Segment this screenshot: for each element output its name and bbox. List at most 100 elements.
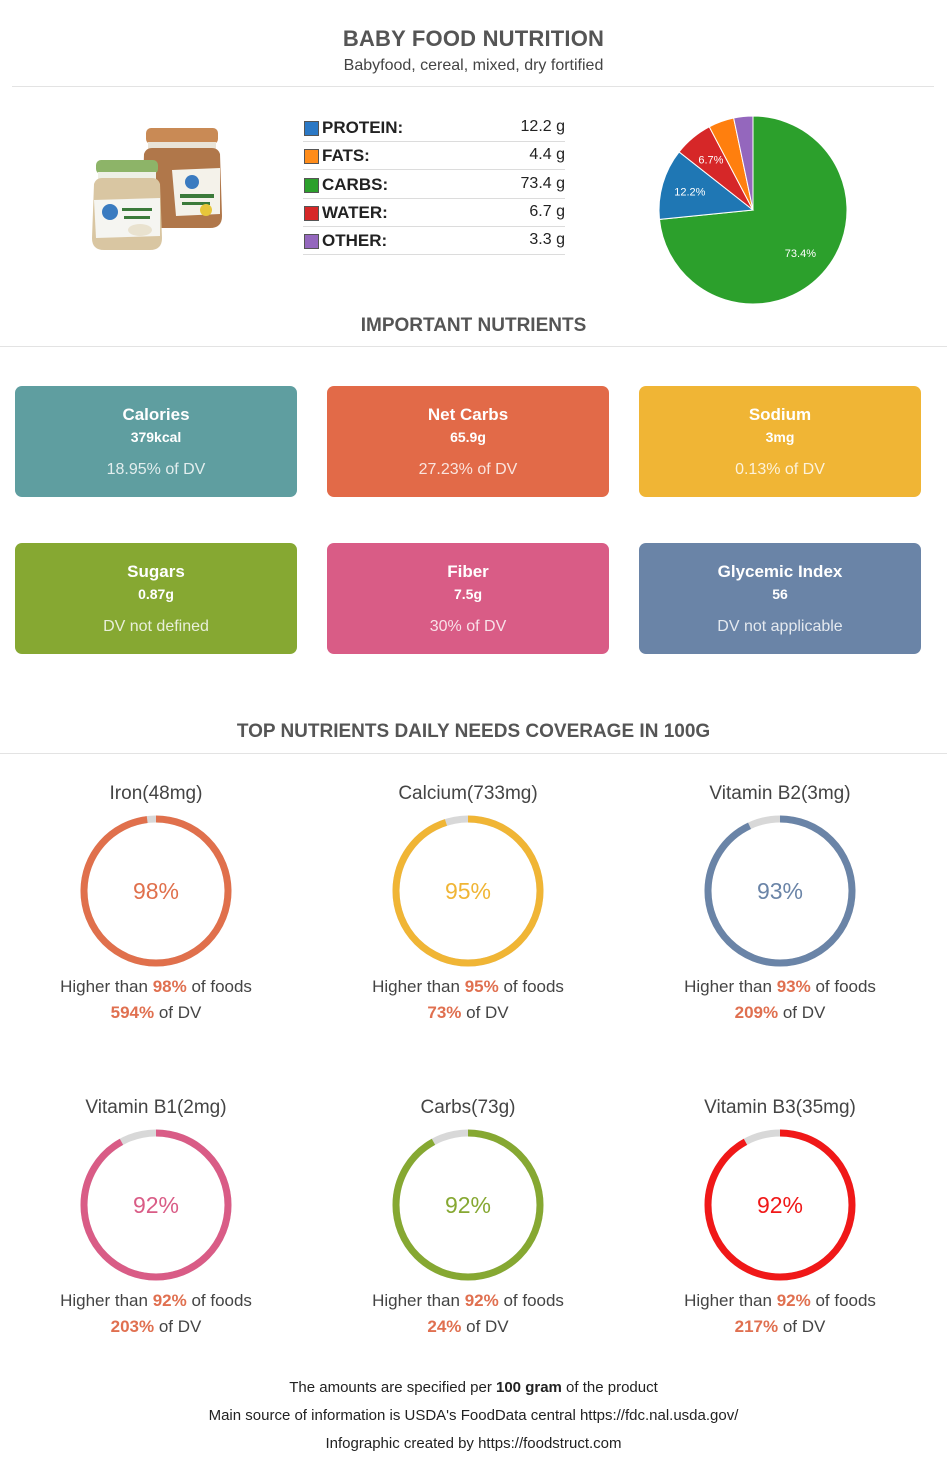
higher-suffix: of foods	[810, 1291, 876, 1310]
macro-label: PROTEIN:	[322, 118, 404, 137]
higher-prefix: Higher than	[372, 1291, 465, 1310]
coverage-item: Vitamin B3(35mg) 92% Higher than 92% of fo…	[624, 1097, 936, 1337]
ring-percent-label: 95%	[445, 878, 491, 904]
macro-row: WATER: 6.7 g	[303, 199, 565, 227]
higher-suffix: of foods	[186, 1291, 252, 1310]
higher-than-foods: Higher than 92% of foods	[312, 1291, 624, 1311]
baby-food-jars-image	[92, 128, 222, 250]
ring-percent-label: 98%	[133, 878, 179, 904]
macro-pie-chart: 73.4% 12.2% 6.7%	[658, 115, 848, 305]
footer-amount-prefix: The amounts are specified per	[289, 1379, 496, 1396]
macro-color-swatch	[304, 177, 319, 193]
macro-row: FATS: 4.4 g	[303, 142, 565, 171]
macro-row: CARBS: 73.4 g	[303, 171, 565, 199]
coverage-nutrient-name: Vitamin B3(35mg)	[704, 1097, 856, 1118]
footer-amount-note: The amounts are specified per 100 gram o…	[0, 1379, 947, 1396]
higher-than-foods: Higher than 93% of foods	[624, 977, 936, 997]
macro-row: PROTEIN: 12.2 g	[303, 114, 565, 142]
macro-value: 3.3 g	[529, 231, 565, 249]
card-name: Sodium	[748, 405, 812, 424]
ring-progress	[704, 1129, 856, 1281]
macro-color-swatch	[304, 234, 319, 250]
card-name: Net Carbs	[427, 405, 509, 424]
page-subtitle: Babyfood, cereal, mixed, dry fortified	[343, 57, 604, 74]
higher-prefix: Higher than	[372, 977, 465, 996]
page-title: BABY FOOD NUTRITION	[342, 26, 605, 51]
ring-progress	[80, 1129, 232, 1281]
coverage-divider	[0, 753, 947, 754]
ring-progress	[704, 815, 856, 967]
card-name: Fiber	[447, 562, 489, 581]
dv-suffix: of DV	[778, 1003, 826, 1022]
pie-label-carbs: 73.4%	[785, 248, 816, 260]
macro-color-swatch	[304, 121, 319, 136]
card-name: Sugars	[127, 562, 185, 581]
macro-label: CARBS:	[322, 174, 389, 194]
coverage-item: Calcium(733mg) 95% Higher than 95% of food…	[312, 783, 624, 1023]
dv-percent: 24%	[427, 1317, 462, 1336]
ring-progress	[392, 815, 544, 967]
percent-of-dv: 24% of DV	[312, 1317, 624, 1337]
pie-label-water: 6.7%	[698, 154, 723, 166]
ring-progress	[392, 1129, 544, 1281]
card-name: Calories	[122, 405, 190, 424]
nutrient-card-net-carbs: Net Carbs 65.9g 27.23% of DV	[327, 386, 609, 497]
footer-amount-suffix: of the product	[561, 1379, 658, 1396]
dv-suffix: of DV	[461, 1003, 509, 1022]
coverage-ring: 92%	[392, 1129, 544, 1281]
coverage-ring: 92%	[80, 1129, 232, 1281]
higher-than-foods: Higher than 95% of foods	[312, 977, 624, 997]
dv-suffix: of DV	[461, 1317, 509, 1336]
coverage-ring: 93%	[704, 815, 856, 967]
nutrient-card-fiber: Fiber 7.5g 30% of DV	[327, 543, 609, 654]
dv-percent: 73%	[427, 1003, 462, 1022]
pie-slice-protein	[658, 151, 755, 220]
coverage-ring: 98%	[80, 815, 232, 967]
higher-prefix: Higher than	[684, 1291, 777, 1310]
card-value: 0.87g	[138, 586, 174, 602]
macro-value: 12.2 g	[520, 118, 565, 135]
percent-of-dv: 217% of DV	[624, 1317, 936, 1337]
card-dv: 18.95% of DV	[106, 461, 206, 478]
macro-label: WATER:	[322, 202, 388, 222]
dv-percent: 203%	[110, 1317, 155, 1336]
macro-color-swatch	[304, 205, 319, 221]
card-value: 3mg	[765, 429, 795, 445]
card-dv: DV not defined	[103, 618, 209, 635]
footer-source: Main source of information is USDA's Foo…	[208, 1407, 739, 1424]
nutrient-card-sodium: Sodium 3mg 0.13% of DV	[639, 386, 921, 497]
pie-slice-other	[733, 115, 754, 211]
macro-label: FATS:	[322, 146, 370, 166]
higher-percent: 93%	[776, 977, 811, 996]
card-name: Glycemic Index	[717, 562, 843, 581]
higher-prefix: Higher than	[684, 977, 777, 996]
nutrient-card-sugars: Sugars 0.87g DV not defined	[15, 543, 297, 654]
higher-than-foods: Higher than 92% of foods	[624, 1291, 936, 1311]
dv-percent: 594%	[110, 1003, 155, 1022]
higher-than-foods: Higher than 98% of foods	[0, 977, 312, 997]
coverage-item: Carbs(73g) 92% Higher than 92% of foods 24%…	[312, 1097, 624, 1337]
higher-percent: 92%	[464, 1291, 499, 1310]
coverage-item: Vitamin B2(3mg) 93% Higher than 93% of foo…	[624, 783, 936, 1023]
coverage-title: TOP NUTRIENTS DAILY NEEDS COVERAGE IN 10…	[236, 721, 711, 742]
higher-suffix: of foods	[810, 977, 876, 996]
card-dv: DV not applicable	[717, 618, 843, 635]
nutrient-card-glycemic-index: Glycemic Index 56 DV not applicable	[639, 543, 921, 654]
higher-prefix: Higher than	[60, 1291, 153, 1310]
card-value: 379kcal	[130, 429, 182, 445]
higher-percent: 92%	[152, 1291, 187, 1310]
coverage-ring: 95%	[392, 815, 544, 967]
macro-value: 73.4 g	[520, 174, 565, 192]
macro-label: OTHER:	[322, 231, 388, 251]
coverage-nutrient-name: Calcium(733mg)	[398, 783, 538, 804]
dv-suffix: of DV	[778, 1317, 826, 1336]
important-divider	[0, 346, 947, 347]
header-divider	[12, 86, 934, 87]
higher-suffix: of foods	[498, 1291, 564, 1310]
card-value: 65.9g	[450, 429, 486, 445]
coverage-item: Vitamin B1(2mg) 92% Higher than 92% of foo…	[0, 1097, 312, 1337]
card-value: 7.5g	[453, 586, 482, 602]
ring-percent-label: 92%	[445, 1192, 491, 1218]
card-dv: 30% of DV	[429, 618, 507, 635]
coverage-nutrient-name: Iron(48mg)	[109, 783, 203, 804]
